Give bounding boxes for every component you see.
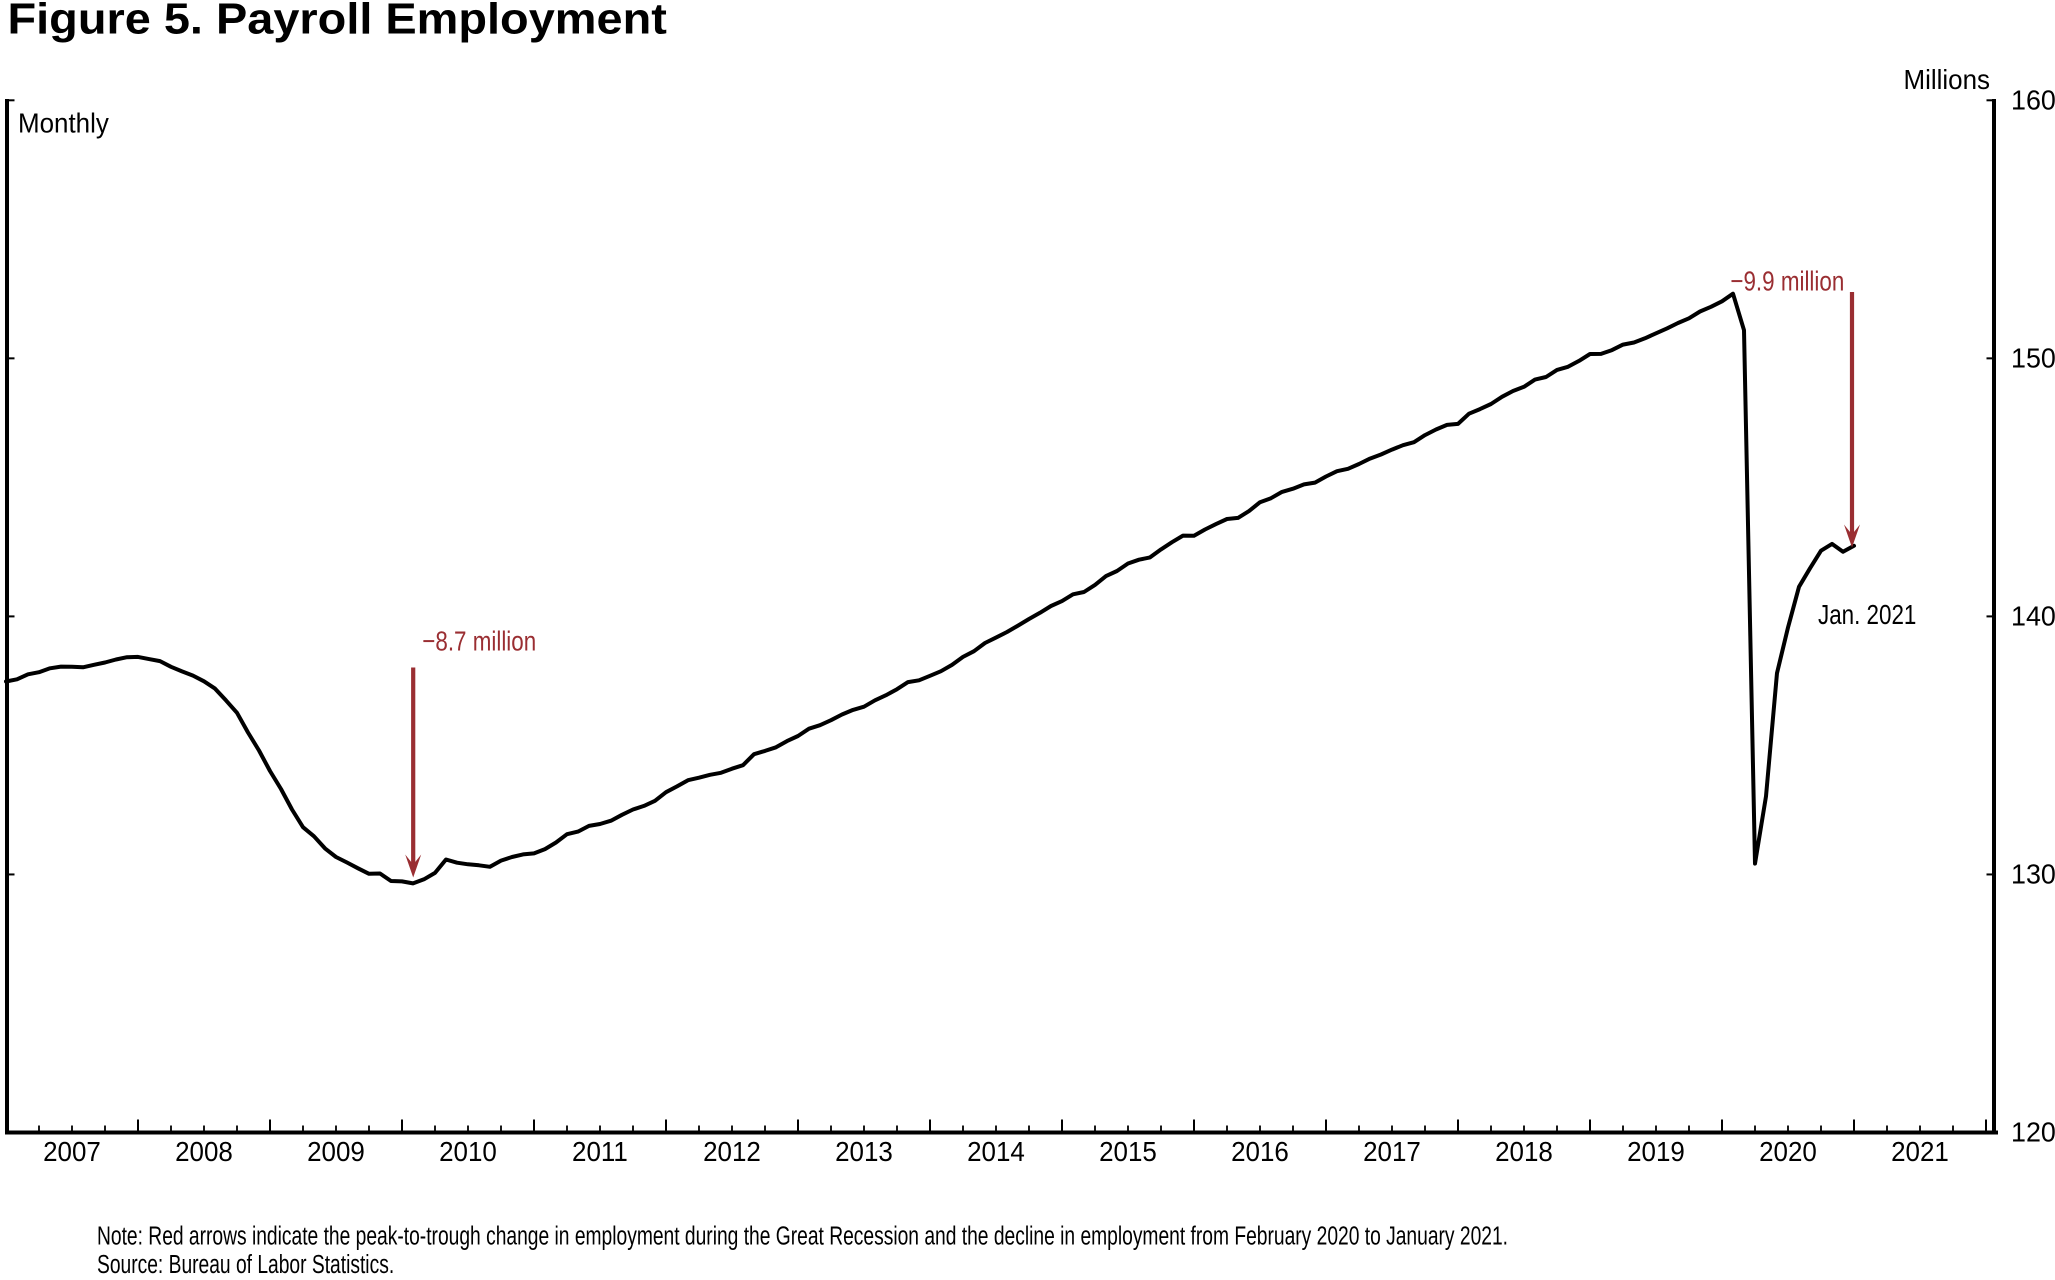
svg-text:140: 140 <box>2011 600 2055 632</box>
svg-text:2015: 2015 <box>1099 1136 1157 1167</box>
svg-text:2007: 2007 <box>43 1136 101 1167</box>
svg-text:2013: 2013 <box>835 1136 893 1167</box>
svg-text:2011: 2011 <box>572 1136 628 1167</box>
svg-text:2009: 2009 <box>307 1136 365 1167</box>
svg-text:2020: 2020 <box>1759 1136 1817 1167</box>
svg-text:2019: 2019 <box>1627 1136 1685 1167</box>
svg-text:2008: 2008 <box>175 1136 233 1167</box>
svg-text:Source: Bureau of Labor Statis: Source: Bureau of Labor Statistics. <box>97 1249 394 1275</box>
svg-text:2018: 2018 <box>1495 1136 1553 1167</box>
svg-text:Figure 5. Payroll Employment: Figure 5. Payroll Employment <box>8 0 667 43</box>
svg-text:Millions: Millions <box>1904 64 1990 95</box>
svg-text:Note: Red arrows indicate the: Note: Red arrows indicate the peak-to-tr… <box>97 1221 1508 1251</box>
svg-text:−8.7 million: −8.7 million <box>422 626 536 657</box>
svg-text:Monthly: Monthly <box>18 108 109 139</box>
svg-text:2017: 2017 <box>1363 1136 1421 1167</box>
svg-text:2012: 2012 <box>703 1136 761 1167</box>
svg-text:Jan. 2021: Jan. 2021 <box>1818 600 1916 631</box>
svg-text:150: 150 <box>2011 342 2055 374</box>
svg-text:160: 160 <box>2011 84 2055 116</box>
svg-text:2021: 2021 <box>1891 1136 1949 1167</box>
svg-text:2010: 2010 <box>439 1136 497 1167</box>
svg-text:120: 120 <box>2011 1116 2055 1148</box>
svg-text:130: 130 <box>2011 858 2055 890</box>
svg-text:2014: 2014 <box>967 1136 1025 1167</box>
svg-text:−9.9 million: −9.9 million <box>1730 266 1844 297</box>
svg-text:2016: 2016 <box>1231 1136 1289 1167</box>
